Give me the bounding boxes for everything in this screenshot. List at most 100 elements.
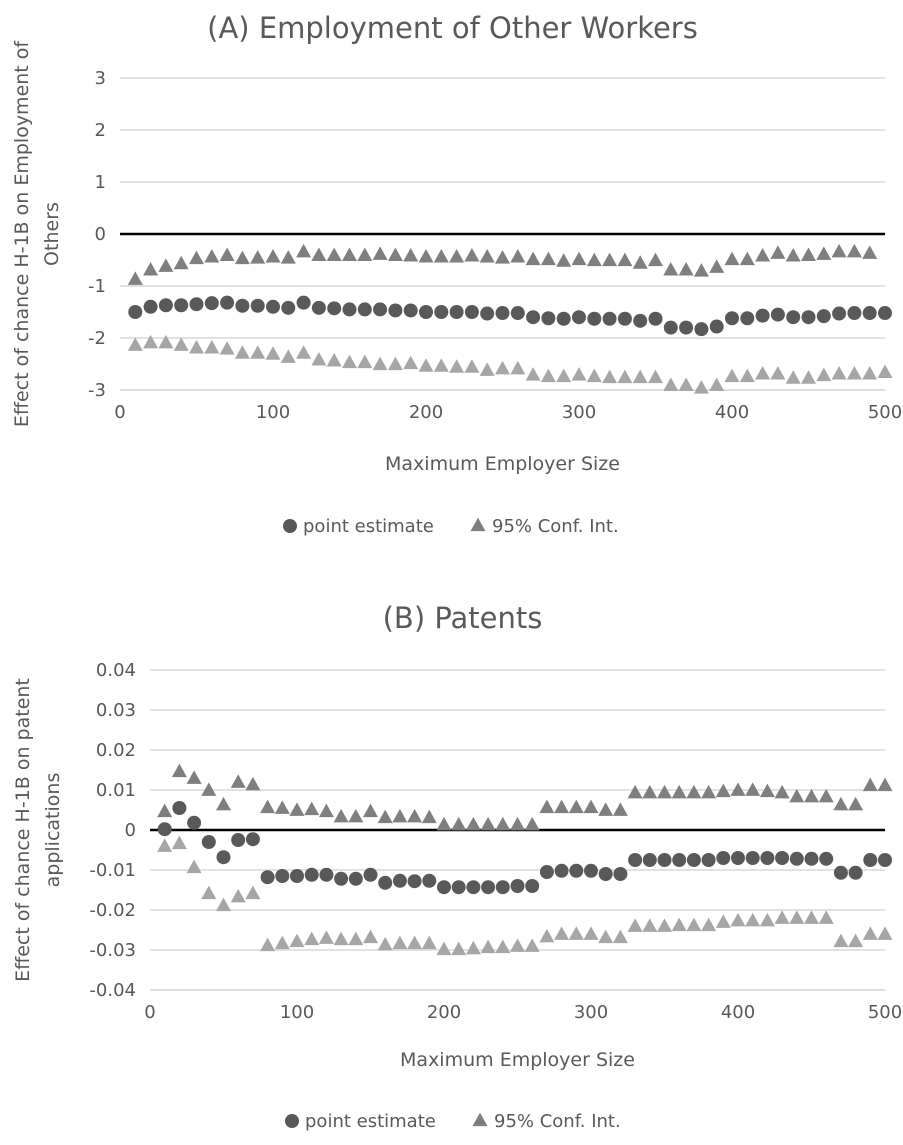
- conf-int-marker: [612, 802, 628, 816]
- point-estimate-marker: [878, 306, 892, 321]
- point-estimate-marker: [510, 306, 525, 321]
- point-estimate-marker: [357, 302, 372, 317]
- conf-int-marker: [686, 917, 702, 932]
- conf-int-marker: [862, 926, 878, 940]
- conf-int-marker: [186, 770, 202, 784]
- conf-int-marker: [387, 247, 403, 261]
- conf-int-marker: [693, 263, 709, 277]
- conf-int-marker: [372, 356, 388, 371]
- point-estimate-marker: [481, 880, 496, 895]
- point-estimate-marker: [437, 880, 451, 895]
- conf-int-marker: [709, 377, 725, 391]
- conf-int-marker: [801, 370, 816, 384]
- conf-int-marker: [602, 252, 618, 267]
- point-estimate-marker: [572, 310, 586, 325]
- point-estimate-marker: [216, 850, 231, 865]
- conf-int-marker: [189, 340, 204, 354]
- conf-int-marker: [554, 799, 570, 814]
- conf-int-marker: [418, 249, 434, 263]
- point-estimate-marker: [296, 295, 311, 310]
- series-95-conf-int: [157, 763, 893, 831]
- conf-int-marker: [289, 802, 305, 816]
- conf-int-marker: [556, 253, 572, 267]
- conf-int-marker: [693, 380, 709, 394]
- point-estimate-marker: [786, 310, 801, 325]
- conf-int-marker: [831, 243, 847, 258]
- conf-int-marker: [586, 252, 602, 267]
- conf-int-marker: [785, 247, 801, 262]
- conf-int-marker: [392, 808, 408, 823]
- point-estimate-marker: [672, 853, 687, 867]
- legend-label-conf-int: 95% Conf. Int.: [494, 1111, 621, 1132]
- conf-int-marker: [495, 816, 511, 831]
- point-estimate-marker: [587, 311, 602, 326]
- conf-int-marker: [449, 249, 465, 263]
- conf-int-marker: [433, 249, 449, 263]
- conf-int-marker: [127, 337, 143, 351]
- point-estimate-marker: [633, 313, 648, 328]
- conf-int-marker: [739, 368, 755, 383]
- conf-int-marker: [745, 912, 761, 927]
- conf-int-marker: [326, 353, 342, 367]
- point-estimate-marker: [755, 308, 770, 323]
- conf-int-marker: [701, 784, 717, 799]
- conf-int-marker: [571, 367, 587, 381]
- conf-int-marker: [724, 251, 740, 266]
- conf-int-marker: [201, 782, 217, 796]
- conf-int-marker: [612, 929, 628, 944]
- point-estimate-marker: [311, 300, 326, 315]
- conf-int-marker: [260, 937, 276, 952]
- conf-int-marker: [525, 251, 541, 266]
- legend-label-point-estimate: point estimate: [305, 1111, 436, 1132]
- conf-int-marker: [818, 910, 834, 924]
- series-point-estimate: [128, 295, 892, 337]
- point-estimate-marker: [709, 319, 724, 334]
- conf-int-marker: [755, 247, 771, 262]
- conf-int-marker: [216, 897, 231, 912]
- point-estimate-marker: [348, 871, 363, 886]
- conf-int-marker: [216, 796, 231, 811]
- x-axis-label: Maximum Employer Size: [385, 453, 620, 475]
- conf-int-marker: [173, 255, 189, 270]
- y-axis-label: Effect of chance H-1B on patent: [12, 678, 34, 982]
- point-estimate-marker: [694, 322, 709, 337]
- point-estimate-marker: [220, 295, 235, 310]
- point-estimate-marker: [464, 305, 479, 319]
- conf-int-marker: [280, 250, 296, 264]
- conf-int-marker: [189, 250, 204, 265]
- conf-int-marker: [304, 931, 320, 946]
- x-tick-label: 300: [574, 1002, 608, 1023]
- conf-int-marker: [816, 246, 832, 260]
- point-estimate-marker: [363, 867, 378, 882]
- conf-int-marker: [818, 788, 834, 803]
- conf-int-marker: [158, 258, 174, 272]
- point-estimate-marker: [648, 311, 663, 326]
- x-tick-label: 0: [144, 1002, 155, 1023]
- y-tick-label: -0.03: [89, 940, 136, 961]
- conf-int-marker: [348, 931, 364, 946]
- conf-int-marker: [464, 359, 480, 373]
- point-estimate-marker: [451, 880, 466, 895]
- conf-int-marker: [436, 941, 452, 956]
- conf-int-marker: [833, 796, 849, 811]
- y-tick-label: 0: [95, 224, 106, 245]
- conf-int-marker: [407, 935, 423, 950]
- point-estimate-marker: [770, 307, 785, 322]
- series-95-conf-int: [127, 243, 878, 285]
- conf-int-marker: [265, 249, 281, 263]
- conf-int-marker: [357, 354, 373, 369]
- conf-int-marker: [357, 247, 373, 261]
- point-estimate-marker: [541, 311, 556, 326]
- conf-int-marker: [418, 358, 434, 372]
- x-tick-label: 400: [715, 402, 749, 423]
- conf-int-marker: [862, 245, 878, 259]
- point-estimate-marker: [760, 851, 775, 865]
- x-tick-label: 200: [427, 1002, 461, 1023]
- point-estimate-marker: [250, 298, 265, 313]
- conf-int-marker: [265, 346, 281, 360]
- point-estimate-marker: [174, 298, 189, 313]
- conf-int-marker: [877, 364, 893, 378]
- conf-int-marker: [583, 926, 599, 940]
- conf-int-marker: [280, 349, 296, 363]
